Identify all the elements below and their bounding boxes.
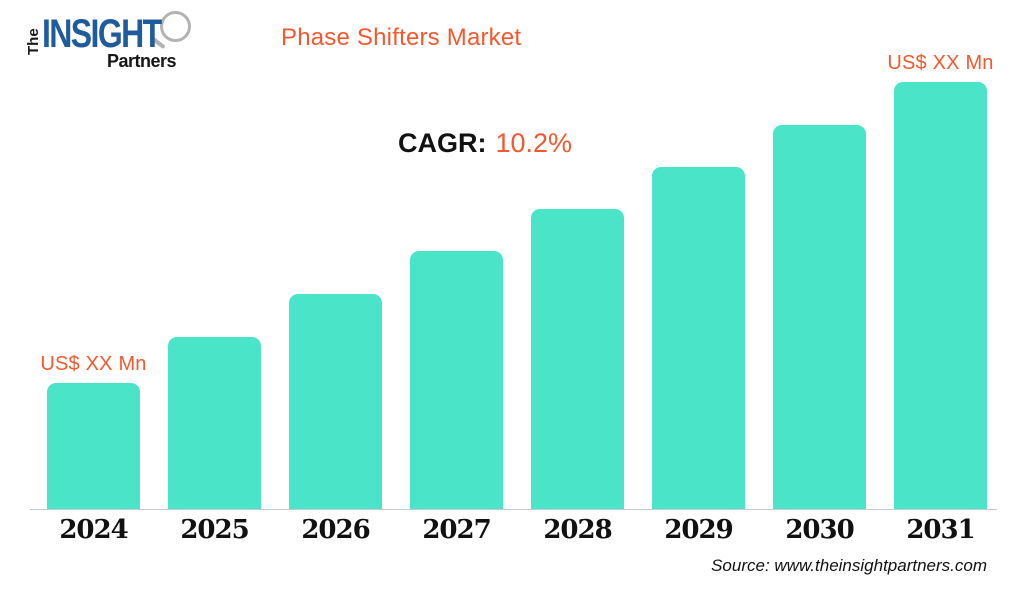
x-axis-line bbox=[30, 509, 997, 510]
x-axis-label-2027: 2027 bbox=[422, 515, 491, 545]
x-axis-label-2028: 2028 bbox=[543, 515, 612, 545]
cagr-label: CAGR: bbox=[398, 128, 487, 158]
bar-value-label-2024: US$ XX Mn bbox=[40, 353, 147, 375]
source-attribution: Source: www.theinsightpartners.com bbox=[711, 556, 987, 575]
bar-2030 bbox=[773, 125, 866, 509]
bar-value-label-2031: US$ XX Mn bbox=[887, 52, 994, 74]
x-axis-label-2030: 2030 bbox=[785, 515, 854, 545]
bar-2024 bbox=[47, 383, 140, 509]
chart-title: Phase Shifters Market bbox=[281, 24, 522, 51]
bar-2025 bbox=[168, 337, 261, 509]
x-axis-label-2025: 2025 bbox=[180, 515, 249, 545]
magnifier-icon bbox=[160, 11, 191, 42]
x-axis-label-2024: 2024 bbox=[59, 515, 128, 545]
cagr-value: 10.2% bbox=[495, 128, 573, 158]
insight-partners-logo: The INSIGHT Partners bbox=[12, 6, 222, 78]
x-axis-label-2031: 2031 bbox=[906, 515, 975, 545]
bar-2026 bbox=[289, 294, 382, 509]
x-axis-label-2029: 2029 bbox=[664, 515, 733, 545]
logo-insight-text: INSIGHT bbox=[42, 12, 162, 56]
bar-2028 bbox=[531, 209, 624, 509]
bar-2029 bbox=[652, 167, 745, 509]
x-axis-label-2026: 2026 bbox=[301, 515, 370, 545]
bar-2027 bbox=[410, 251, 503, 509]
logo-partners-text: Partners bbox=[107, 51, 177, 71]
logo-the-text: The bbox=[25, 28, 42, 55]
bar-2031 bbox=[894, 82, 987, 509]
cagr-annotation: CAGR: 10.2% bbox=[398, 128, 572, 159]
